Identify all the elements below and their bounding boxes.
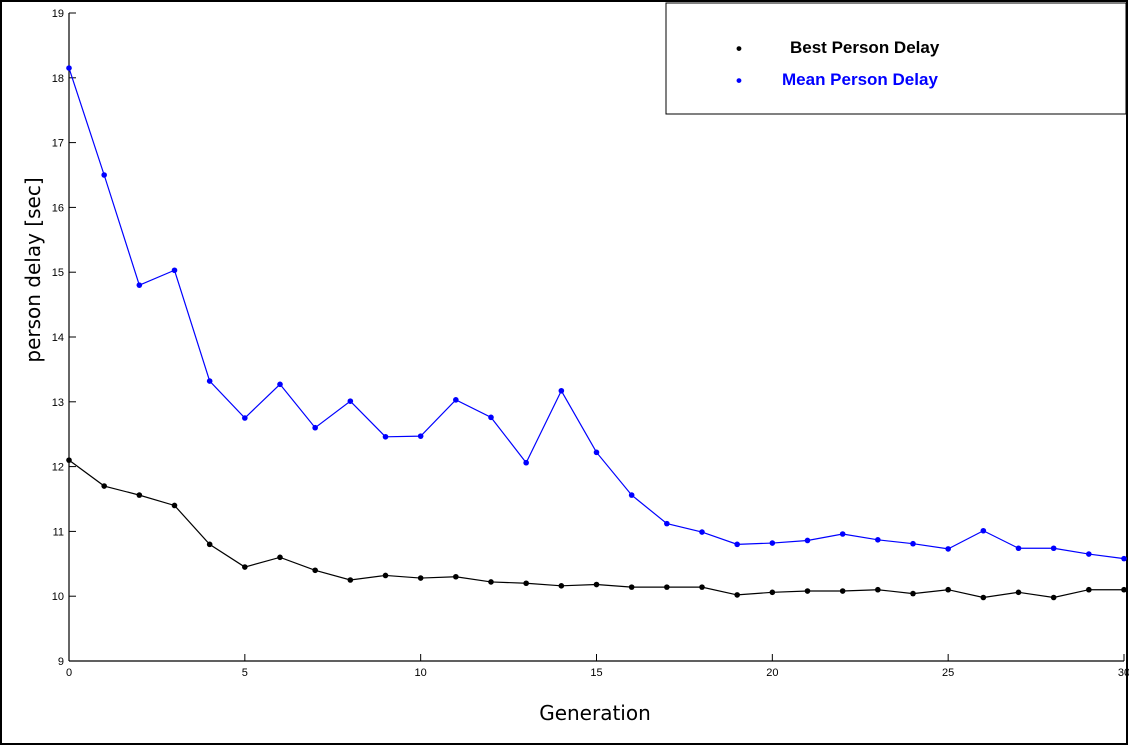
data-point-mean-person-delay bbox=[980, 527, 987, 534]
data-point-mean-person-delay bbox=[382, 433, 389, 440]
data-point-best-person-delay bbox=[1050, 594, 1057, 601]
data-point-mean-person-delay bbox=[206, 378, 213, 384]
data-point-mean-person-delay bbox=[769, 540, 776, 546]
y-tick-label: 12 bbox=[52, 462, 64, 474]
x-tick-label: 25 bbox=[942, 667, 954, 679]
data-point-mean-person-delay bbox=[277, 381, 283, 388]
data-point-best-person-delay bbox=[1015, 589, 1022, 596]
y-axis-title: person delay [sec] bbox=[21, 177, 45, 362]
y-tick-label: 17 bbox=[52, 138, 64, 150]
data-point-best-person-delay bbox=[664, 584, 670, 590]
legend-box bbox=[665, 2, 1127, 115]
y-axis-ticks: 9 10 11 12 13 14 15 16 17 18 19 bbox=[52, 8, 76, 668]
data-point-best-person-delay bbox=[804, 588, 811, 594]
data-point-best-person-delay bbox=[558, 583, 565, 589]
x-tick-label: 15 bbox=[590, 667, 602, 679]
legend-bullet-mean: • bbox=[736, 71, 742, 90]
data-point-mean-person-delay bbox=[101, 172, 107, 178]
x-axis-ticks: 0 5 10 15 20 25 30 bbox=[66, 654, 1129, 679]
series-layer bbox=[66, 65, 1127, 601]
y-tick-label: 11 bbox=[53, 526, 64, 538]
data-point-mean-person-delay bbox=[1015, 545, 1022, 552]
data-point-best-person-delay bbox=[593, 581, 600, 588]
data-point-best-person-delay bbox=[980, 594, 987, 601]
x-tick-label: 0 bbox=[66, 667, 72, 679]
data-point-mean-person-delay bbox=[66, 65, 72, 71]
x-axis-title: Generation bbox=[539, 701, 651, 725]
data-point-mean-person-delay bbox=[734, 541, 740, 548]
data-point-mean-person-delay bbox=[910, 540, 916, 547]
data-point-best-person-delay bbox=[382, 572, 389, 579]
data-point-best-person-delay bbox=[910, 590, 916, 597]
legend: • Best Person Delay • Mean Person Delay bbox=[665, 2, 1127, 115]
data-point-mean-person-delay bbox=[593, 449, 600, 456]
legend-label-best: Best Person Delay bbox=[790, 38, 940, 57]
data-point-mean-person-delay bbox=[417, 433, 424, 439]
y-tick-label: 9 bbox=[58, 656, 64, 668]
y-tick-label: 15 bbox=[52, 267, 64, 279]
data-point-best-person-delay bbox=[453, 573, 459, 580]
data-point-best-person-delay bbox=[101, 483, 107, 489]
data-point-best-person-delay bbox=[347, 577, 354, 583]
data-point-mean-person-delay bbox=[312, 424, 318, 431]
data-point-mean-person-delay bbox=[242, 415, 248, 421]
data-point-mean-person-delay bbox=[875, 537, 881, 543]
data-point-mean-person-delay bbox=[945, 546, 951, 552]
data-point-best-person-delay bbox=[769, 589, 776, 596]
data-point-best-person-delay bbox=[523, 580, 529, 587]
legend-bullet-best: • bbox=[736, 39, 742, 58]
data-point-mean-person-delay bbox=[1121, 555, 1127, 562]
data-point-mean-person-delay bbox=[171, 267, 178, 274]
data-point-mean-person-delay bbox=[699, 529, 705, 535]
x-tick-label: 10 bbox=[415, 667, 427, 679]
data-point-best-person-delay bbox=[277, 554, 283, 561]
data-point-best-person-delay bbox=[66, 457, 72, 463]
data-point-best-person-delay bbox=[699, 584, 705, 590]
legend-label-mean: Mean Person Delay bbox=[782, 70, 938, 89]
data-point-best-person-delay bbox=[839, 588, 846, 594]
data-point-best-person-delay bbox=[628, 584, 635, 590]
data-point-mean-person-delay bbox=[136, 282, 143, 288]
data-point-mean-person-delay bbox=[1086, 551, 1092, 557]
data-point-mean-person-delay bbox=[628, 492, 635, 498]
data-point-mean-person-delay bbox=[558, 387, 565, 394]
y-tick-label: 10 bbox=[52, 591, 64, 603]
data-point-best-person-delay bbox=[171, 502, 178, 509]
data-point-mean-person-delay bbox=[488, 414, 494, 421]
y-tick-label: 14 bbox=[52, 332, 64, 344]
data-point-best-person-delay bbox=[488, 579, 494, 585]
x-tick-label: 20 bbox=[766, 667, 778, 679]
data-point-mean-person-delay bbox=[804, 537, 811, 544]
y-tick-label: 16 bbox=[52, 202, 64, 214]
data-point-best-person-delay bbox=[1121, 586, 1127, 593]
data-point-mean-person-delay bbox=[453, 397, 459, 403]
data-point-mean-person-delay bbox=[839, 531, 846, 537]
data-point-best-person-delay bbox=[1086, 586, 1092, 593]
data-point-best-person-delay bbox=[417, 575, 424, 581]
x-tick-label: 5 bbox=[242, 667, 248, 679]
data-point-mean-person-delay bbox=[347, 398, 354, 404]
data-point-mean-person-delay bbox=[523, 459, 529, 466]
data-point-mean-person-delay bbox=[664, 520, 670, 527]
data-point-mean-person-delay bbox=[1050, 545, 1057, 552]
data-point-best-person-delay bbox=[136, 492, 143, 498]
y-tick-label: 19 bbox=[52, 8, 64, 20]
data-point-best-person-delay bbox=[945, 586, 951, 593]
x-tick-label: 30 bbox=[1118, 667, 1129, 679]
data-point-best-person-delay bbox=[875, 586, 881, 593]
data-point-best-person-delay bbox=[206, 541, 213, 548]
data-point-best-person-delay bbox=[312, 567, 318, 574]
data-point-best-person-delay bbox=[734, 592, 740, 598]
y-tick-label: 18 bbox=[52, 73, 64, 85]
y-tick-label: 13 bbox=[52, 397, 64, 409]
data-point-best-person-delay bbox=[242, 564, 248, 570]
